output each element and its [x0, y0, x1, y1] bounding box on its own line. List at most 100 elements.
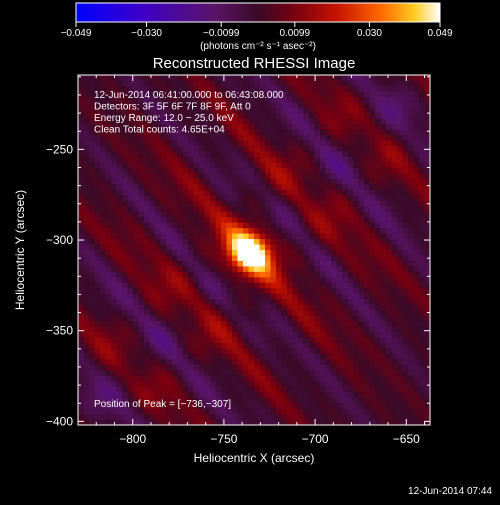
heatmap-cell	[78, 397, 85, 404]
heatmap-cell	[270, 80, 277, 87]
heatmap-image	[78, 75, 430, 425]
heatmap-cell	[419, 370, 426, 377]
heatmap-cell	[237, 124, 244, 131]
heatmap-cell	[122, 304, 129, 311]
heatmap-cell	[127, 370, 134, 377]
heatmap-cell	[331, 381, 338, 388]
heatmap-cell	[309, 277, 316, 284]
heatmap-cell	[133, 102, 140, 109]
heatmap-cell	[298, 189, 305, 196]
heatmap-cell	[287, 233, 294, 240]
heatmap-cell	[177, 157, 184, 164]
heatmap-cell	[259, 381, 266, 388]
heatmap-cell	[265, 419, 272, 425]
heatmap-cell	[111, 250, 118, 257]
heatmap-cell	[408, 195, 415, 202]
heatmap-cell	[100, 337, 107, 344]
heatmap-cell	[358, 326, 365, 333]
heatmap-cell	[210, 315, 217, 322]
heatmap-cell	[116, 228, 123, 235]
heatmap-cell	[237, 375, 244, 382]
heatmap-cell	[210, 397, 217, 404]
heatmap-cell	[144, 113, 151, 120]
heatmap-cell	[237, 96, 244, 103]
heatmap-cell	[232, 195, 239, 202]
heatmap-cell	[287, 250, 294, 257]
heatmap-cell	[133, 266, 140, 273]
heatmap-cell	[342, 260, 349, 268]
heatmap-cell	[276, 140, 283, 147]
heatmap-cell	[188, 222, 195, 229]
heatmap-cell	[149, 348, 156, 355]
heatmap-cell	[347, 228, 354, 235]
heatmap-cell	[204, 124, 211, 131]
heatmap-cell	[105, 200, 112, 207]
heatmap-cell	[331, 386, 338, 393]
heatmap-cell	[375, 392, 382, 399]
heatmap-cell	[237, 222, 244, 229]
heatmap-cell	[254, 250, 261, 257]
heatmap-cell	[419, 392, 426, 399]
heatmap-cell	[188, 260, 195, 268]
heatmap-cell	[254, 299, 261, 306]
heatmap-cell	[138, 326, 145, 333]
heatmap-cell	[287, 288, 294, 295]
heatmap-cell	[166, 370, 173, 377]
heatmap-cell	[358, 260, 365, 268]
heatmap-cell	[386, 277, 393, 284]
heatmap-cell	[243, 414, 250, 421]
heatmap-cell	[287, 124, 294, 131]
heatmap-cell	[171, 359, 178, 366]
heatmap-cell	[369, 419, 376, 425]
heatmap-cell	[336, 255, 343, 262]
heatmap-cell	[419, 250, 426, 257]
heatmap-cell	[226, 157, 233, 164]
heatmap-cell	[111, 211, 118, 218]
heatmap-cell	[100, 85, 107, 93]
heatmap-cell	[303, 167, 310, 175]
heatmap-cell	[226, 75, 233, 82]
heatmap-cell	[204, 146, 211, 153]
heatmap-cell	[402, 75, 409, 82]
heatmap-cell	[314, 348, 321, 355]
heatmap-cell	[210, 162, 217, 169]
heatmap-cell	[270, 228, 277, 235]
heatmap-cell	[237, 310, 244, 317]
heatmap-cell	[364, 107, 371, 114]
heatmap-cell	[111, 157, 118, 164]
heatmap-cell	[419, 135, 426, 142]
heatmap-cell	[111, 288, 118, 295]
heatmap-cell	[111, 282, 118, 289]
heatmap-cell	[347, 255, 354, 262]
heatmap-cell	[122, 348, 129, 355]
heatmap-cell	[336, 348, 343, 355]
heatmap-cell	[287, 392, 294, 399]
heatmap-cell	[100, 107, 107, 114]
heatmap-cell	[94, 342, 101, 350]
heatmap-cell	[375, 211, 382, 218]
heatmap-cell	[215, 244, 222, 251]
heatmap-cell	[424, 353, 430, 360]
heatmap-cell	[364, 91, 371, 98]
heatmap-cell	[276, 206, 283, 213]
heatmap-cell	[215, 266, 222, 273]
heatmap-cell	[237, 255, 244, 262]
heatmap-cell	[210, 299, 217, 306]
heatmap-cell	[331, 321, 338, 328]
heatmap-cell	[149, 233, 156, 240]
heatmap-cell	[188, 167, 195, 175]
heatmap-cell	[204, 392, 211, 399]
heatmap-cell	[270, 157, 277, 164]
heatmap-cell	[144, 233, 151, 240]
heatmap-cell	[177, 167, 184, 175]
heatmap-cell	[276, 337, 283, 344]
heatmap-cell	[111, 167, 118, 175]
heatmap-cell	[386, 337, 393, 344]
heatmap-cell	[254, 414, 261, 421]
heatmap-cell	[336, 85, 343, 93]
heatmap-cell	[358, 250, 365, 257]
heatmap-cell	[89, 370, 96, 377]
heatmap-cell	[424, 359, 430, 366]
heatmap-cell	[259, 408, 266, 415]
heatmap-cell	[111, 200, 118, 207]
